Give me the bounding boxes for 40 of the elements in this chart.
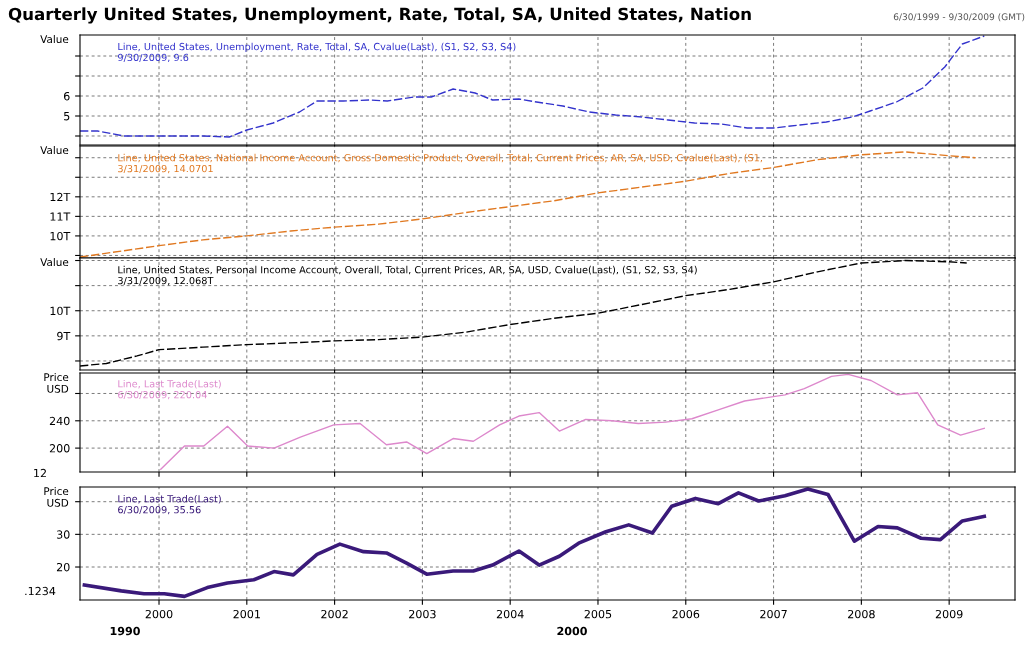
- y-tick-label: 12T: [50, 192, 71, 202]
- chart-subtitle: 6/30/1999 - 9/30/2009 (GMT): [893, 13, 1025, 22]
- y-axis-title: Value: [40, 146, 69, 155]
- chart-title: Quarterly United States, Unemployment, Rate, Total, SA, United States, Nation: [8, 7, 751, 24]
- text: .1234: [25, 586, 56, 596]
- line-series: [80, 151, 977, 258]
- x-tick-label: 2009: [935, 609, 963, 619]
- text: Line, Last Trade(Last) 6/30/2009, 220.04: [118, 379, 221, 400]
- text: 1990: [110, 626, 140, 636]
- x-tick-label: 2000: [145, 609, 173, 619]
- y-tick-label: 200: [49, 444, 70, 453]
- series-label: Line, United States, Personal Income Account, Overall, Total, Current Prices, AR, SA, USD, Cvalue(Last), (S1, S2, S3, S4) 3/31/2009, 12.068T: [118, 265, 697, 286]
- y-axis-title: Value: [40, 35, 69, 44]
- x-tick-label: 2007: [760, 609, 787, 619]
- y-axis-title: Price USD: [44, 487, 69, 507]
- line-series: [80, 35, 985, 138]
- y-tick-label: 10T: [50, 306, 71, 316]
- x-tick-label: 2001: [233, 609, 260, 619]
- y-tick-label: 30: [56, 530, 70, 539]
- text: 12: [34, 468, 46, 478]
- x-tick-label: 2002: [321, 609, 348, 619]
- y-tick-label: 240: [49, 416, 70, 426]
- y-tick-label: 20: [56, 562, 70, 572]
- y-tick-label: 9T: [57, 331, 71, 341]
- y-axis-title: Price USD: [44, 373, 69, 393]
- y-tick-label: 6: [63, 91, 70, 101]
- x-tick-label: 2004: [496, 609, 524, 619]
- y-axis-title: Value: [40, 258, 69, 267]
- x-tick-label: 2006: [672, 609, 700, 619]
- x-tick-label: 2003: [409, 609, 436, 619]
- series-label: Line, United States, National Income Account, Gross Domestic Product, Overall, Total, Current Prices, AR, SA, USD, Cvalue(Last), (S1, 3/31/2009, 14.0701: [118, 153, 762, 174]
- y-tick-label: 11T: [50, 212, 71, 221]
- text: 2000: [557, 626, 587, 636]
- y-tick-label: 10T: [50, 231, 71, 241]
- y-tick-label: 5: [64, 112, 70, 121]
- x-tick-label: 2008: [848, 609, 875, 619]
- x-tick-label: 2005: [584, 609, 612, 619]
- text: Line, United States, Unemployment, Rate, Total, SA, Cvalue(Last), (S1, S2, S3, S4) 9/30/2009, 9.6: [118, 42, 516, 63]
- text: Line, Last Trade(Last) 6/30/2009, 35.56: [118, 494, 221, 515]
- line-series: [82, 487, 987, 599]
